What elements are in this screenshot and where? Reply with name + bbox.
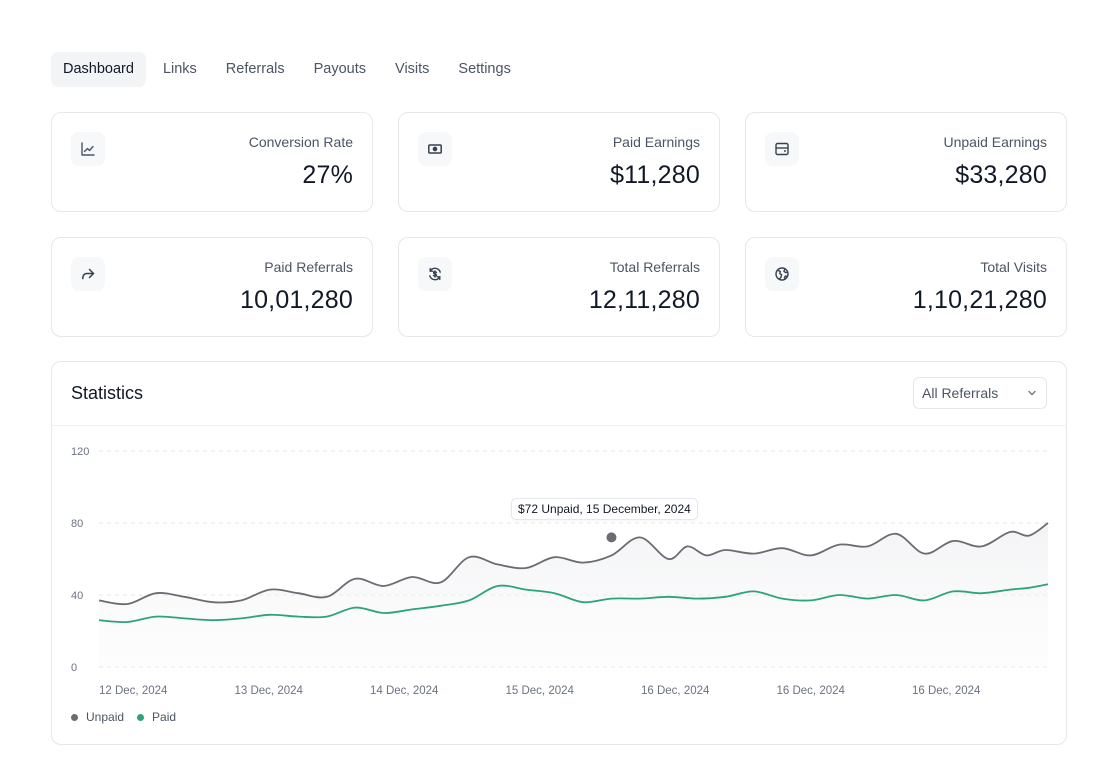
stat-value: 27%: [302, 161, 353, 189]
stat-card-total-visits: Total Visits 1,10,21,280: [745, 237, 1067, 337]
legend-dot-unpaid: [71, 713, 78, 721]
unpaid-area: [99, 523, 1048, 667]
x-tick-label: 13 Dec, 2024: [235, 685, 304, 697]
chevron-down-icon: [1028, 390, 1036, 396]
tab-referrals[interactable]: Referrals: [225, 61, 285, 77]
x-tick-label: 16 Dec, 2024: [641, 685, 710, 697]
tab-dashboard[interactable]: Dashboard: [51, 52, 146, 87]
banknote-icon: [418, 132, 452, 166]
chart-legend: Unpaid Paid: [71, 710, 189, 724]
refresh-dollar-icon: [418, 257, 452, 291]
x-tick-label: 16 Dec, 2024: [912, 685, 981, 697]
chart-line-icon: [71, 132, 105, 166]
stat-label: Unpaid Earnings: [943, 134, 1047, 150]
y-tick-label: 80: [71, 518, 83, 530]
x-tick-label: 16 Dec, 2024: [777, 685, 846, 697]
statistics-panel: Statistics All Referrals 0 40 80 120 12 Dec,…: [51, 361, 1067, 745]
paid-series-line: [98, 583, 1049, 624]
share-forward-icon: [71, 257, 105, 291]
legend-dot-paid: [137, 713, 145, 721]
x-tick-label: 12 Dec, 2024: [99, 685, 168, 697]
stat-value: $33,280: [955, 161, 1047, 189]
x-tick-label: 14 Dec, 2024: [370, 685, 439, 697]
unpaid-series-line: [98, 522, 1049, 606]
referral-filter-value: All Referrals: [922, 385, 999, 401]
tab-payouts[interactable]: Payouts: [313, 61, 367, 77]
chart-tooltip: $72 Unpaid, 15 December, 2024: [511, 498, 698, 520]
y-tick-label: 40: [71, 590, 83, 602]
globe-icon: [765, 257, 799, 291]
stat-label: Paid Referrals: [264, 259, 353, 275]
stat-value: $11,280: [610, 161, 700, 189]
legend-label-unpaid: Unpaid: [86, 710, 125, 724]
tab-links[interactable]: Links: [162, 61, 197, 77]
stat-card-total-referrals: Total Referrals 12,11,280: [398, 237, 720, 337]
stat-card-unpaid-earnings: Unpaid Earnings $33,280: [745, 112, 1067, 212]
stat-value: 12,11,280: [588, 286, 700, 314]
stat-card-conversion-rate: Conversion Rate 27%: [51, 112, 373, 212]
stat-label: Total Referrals: [609, 259, 700, 275]
stat-value: 1,10,21,280: [912, 286, 1047, 314]
referral-filter-select[interactable]: All Referrals: [913, 377, 1047, 409]
stat-card-paid-referrals: Paid Referrals 10,01,280: [51, 237, 373, 337]
nav-tabs: Dashboard Links Referrals Payouts Visits…: [51, 52, 528, 87]
stat-label: Conversion Rate: [248, 134, 353, 150]
stat-label: Paid Earnings: [612, 134, 700, 150]
stat-card-paid-earnings: Paid Earnings $11,280: [398, 112, 720, 212]
legend-item-unpaid[interactable]: Unpaid: [71, 710, 124, 724]
tab-visits[interactable]: Visits: [395, 61, 430, 77]
tooltip-point: [604, 530, 619, 545]
statistics-title: Statistics: [71, 383, 144, 403]
stat-label: Total Visits: [980, 259, 1047, 275]
wallet-icon: [765, 132, 799, 166]
x-tick-label: 15 Dec, 2024: [506, 685, 575, 697]
stat-value: 10,01,280: [239, 286, 353, 314]
statistics-line-chart: 0 40 80 120 12 Dec, 2024 13 Dec, 2024 14 Dec, …: [71, 446, 1049, 697]
legend-item-paid[interactable]: Paid: [137, 710, 176, 724]
statistics-header: Statistics All Referrals: [52, 362, 1066, 426]
y-tick-label: 120: [71, 446, 89, 458]
tab-settings[interactable]: Settings: [458, 61, 511, 77]
y-tick-label: 0: [71, 662, 77, 674]
legend-label-paid: Paid: [152, 710, 177, 724]
